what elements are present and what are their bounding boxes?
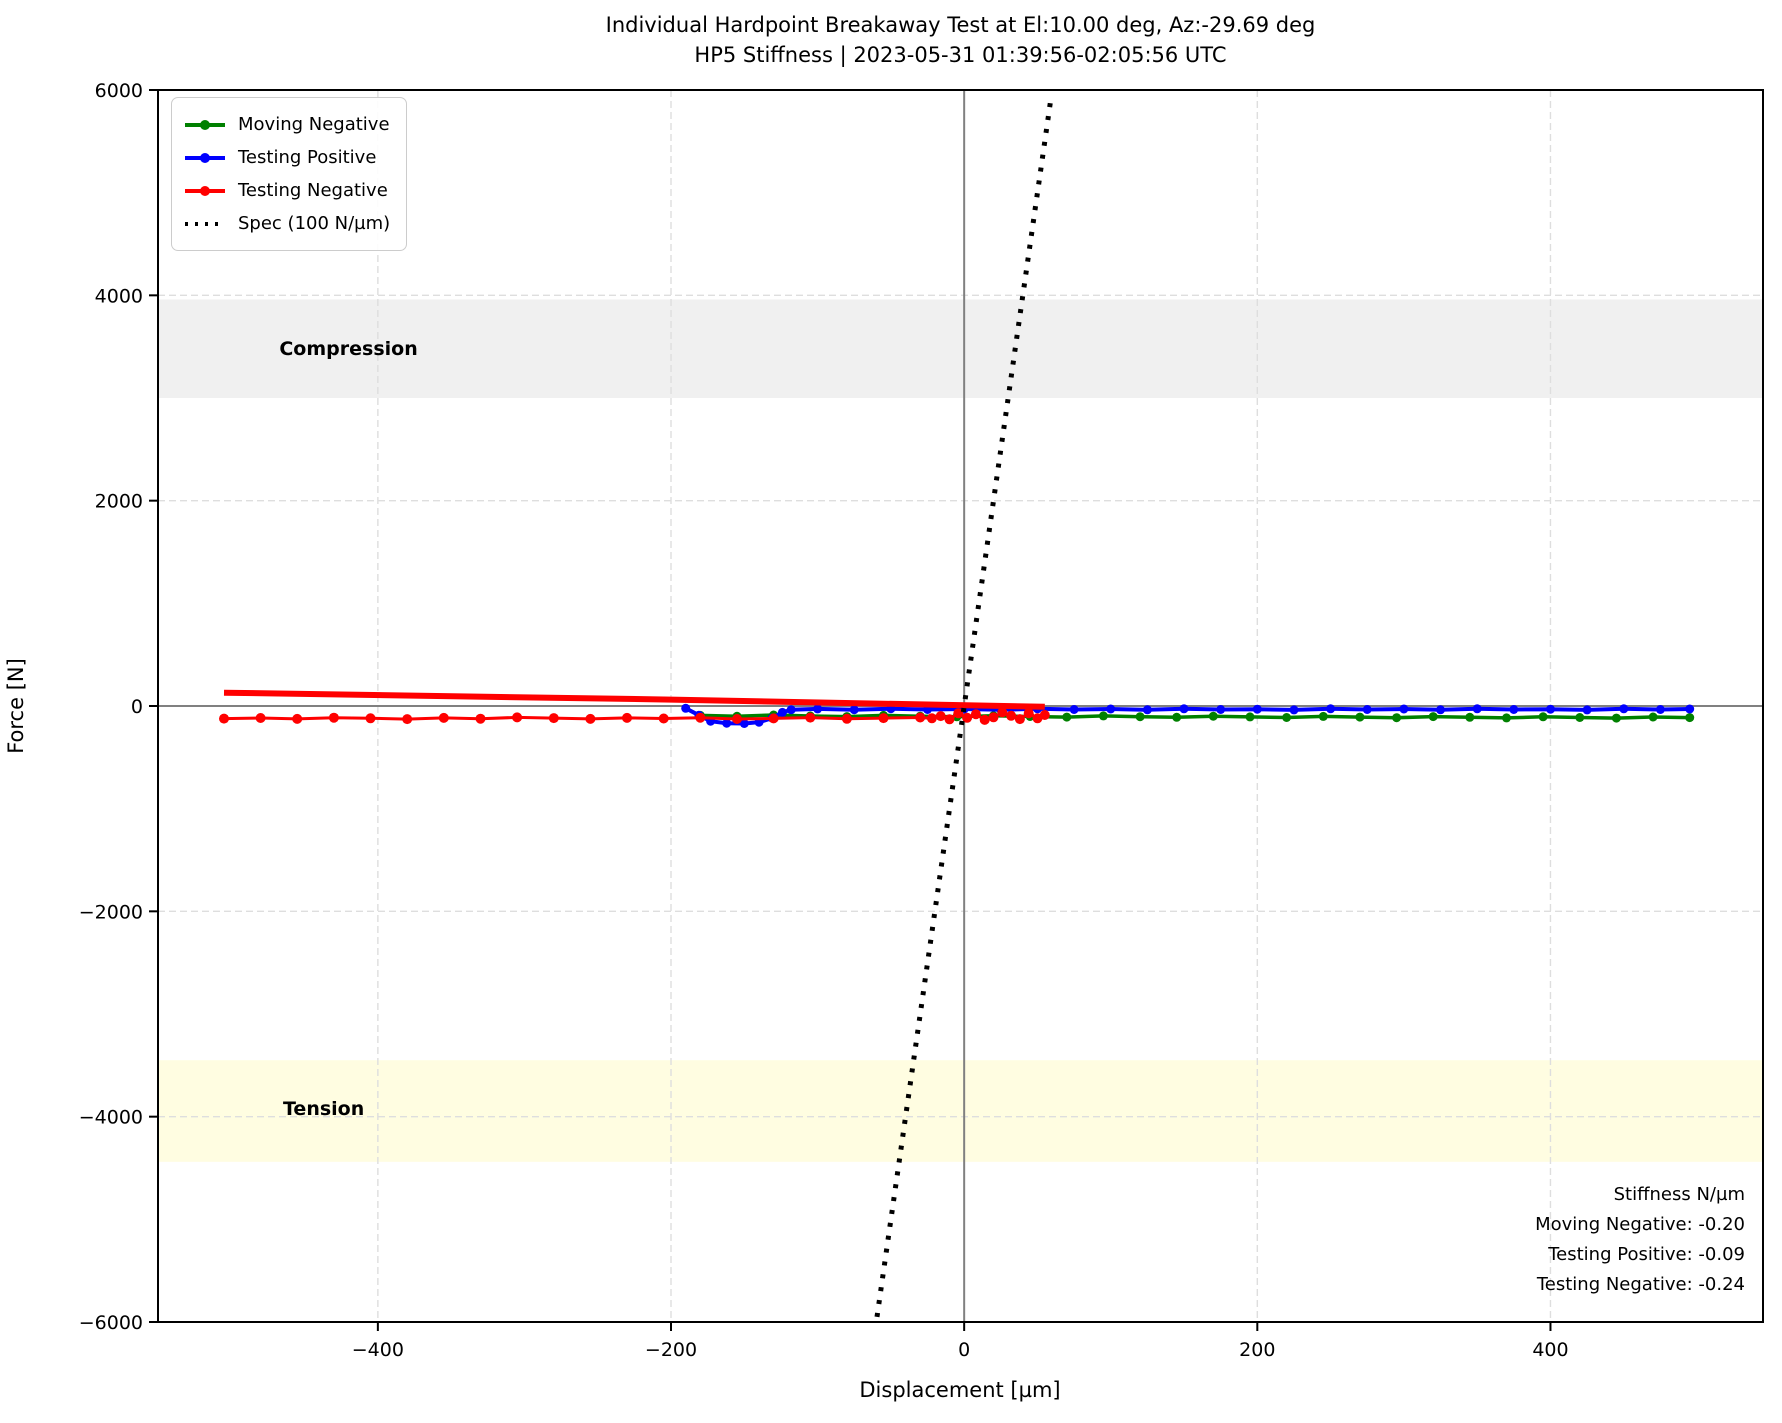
y-tick-label: −2000	[79, 901, 143, 923]
legend-item-testing-negative: Testing Negative	[184, 174, 390, 207]
legend-label: Testing Negative	[238, 180, 388, 201]
legend-line-marker-icon	[185, 185, 225, 196]
legend-item-spec-100-n-m-: Spec (100 N/µm)	[184, 207, 390, 240]
legend: Moving Negative Testing Positive Testing N…	[171, 97, 408, 251]
y-tick-label: 2000	[95, 491, 143, 513]
y-tick-label: −4000	[79, 1107, 143, 1129]
x-tick-label: −400	[352, 1339, 404, 1361]
tension-band-label: Tension	[282, 1098, 365, 1121]
compression-band-label: Compression	[279, 337, 418, 360]
legend-label: Moving Negative	[238, 114, 390, 135]
legend-line-marker-icon	[185, 152, 225, 163]
tension-band	[158, 1060, 1763, 1162]
compression-band	[158, 299, 1763, 398]
chart-title-line2: HP5 Stiffness | 2023-05-31 01:39:56-02:0…	[694, 43, 1227, 68]
ticks: −400 −200 0 200 400−6000−4000−20000200040006…	[79, 80, 1569, 1361]
x-tick-label: 0	[958, 1339, 970, 1361]
y-tick-label: 4000	[95, 285, 143, 307]
series-testing-negative-return-	[223, 689, 1045, 710]
legend-dotted-line-icon	[185, 221, 225, 226]
data-series	[219, 94, 1695, 1318]
x-axis-label: Displacement [µm]	[859, 1378, 1061, 1402]
legend-label: Spec (100 N/µm)	[238, 213, 391, 234]
stiffness-line: Moving Negative: -0.20	[1535, 1214, 1745, 1235]
series-testing-negative-outbound-	[219, 707, 1050, 725]
stiffness-annotation: Stiffness N/µm Moving Negative: -0.20 Te…	[1535, 1180, 1745, 1300]
stiffness-line: Testing Negative: -0.24	[1536, 1274, 1745, 1295]
stiffness-header: Stiffness N/µm	[1613, 1184, 1745, 1205]
stiffness-line: Testing Positive: -0.09	[1548, 1244, 1745, 1265]
legend-item-testing-positive: Testing Positive	[184, 141, 390, 174]
y-tick-label: 0	[131, 696, 143, 718]
y-axis-label: Force [N]	[4, 658, 28, 754]
x-tick-label: 400	[1532, 1339, 1568, 1361]
legend-item-moving-negative: Moving Negative	[184, 108, 390, 141]
chart-title: Individual Hardpoint Breakaway Test at E…	[158, 10, 1763, 71]
x-tick-label: −200	[645, 1339, 697, 1361]
y-tick-label: 6000	[95, 80, 143, 102]
series-spec-100-n-m-	[874, 94, 1054, 1318]
chart-title-line1: Individual Hardpoint Breakaway Test at E…	[605, 13, 1316, 37]
legend-line-marker-icon	[185, 119, 225, 130]
shaded-bands	[158, 299, 1763, 1162]
x-tick-label: 200	[1239, 1339, 1275, 1361]
legend-label: Testing Positive	[238, 147, 377, 168]
y-tick-label: −6000	[79, 1312, 143, 1334]
